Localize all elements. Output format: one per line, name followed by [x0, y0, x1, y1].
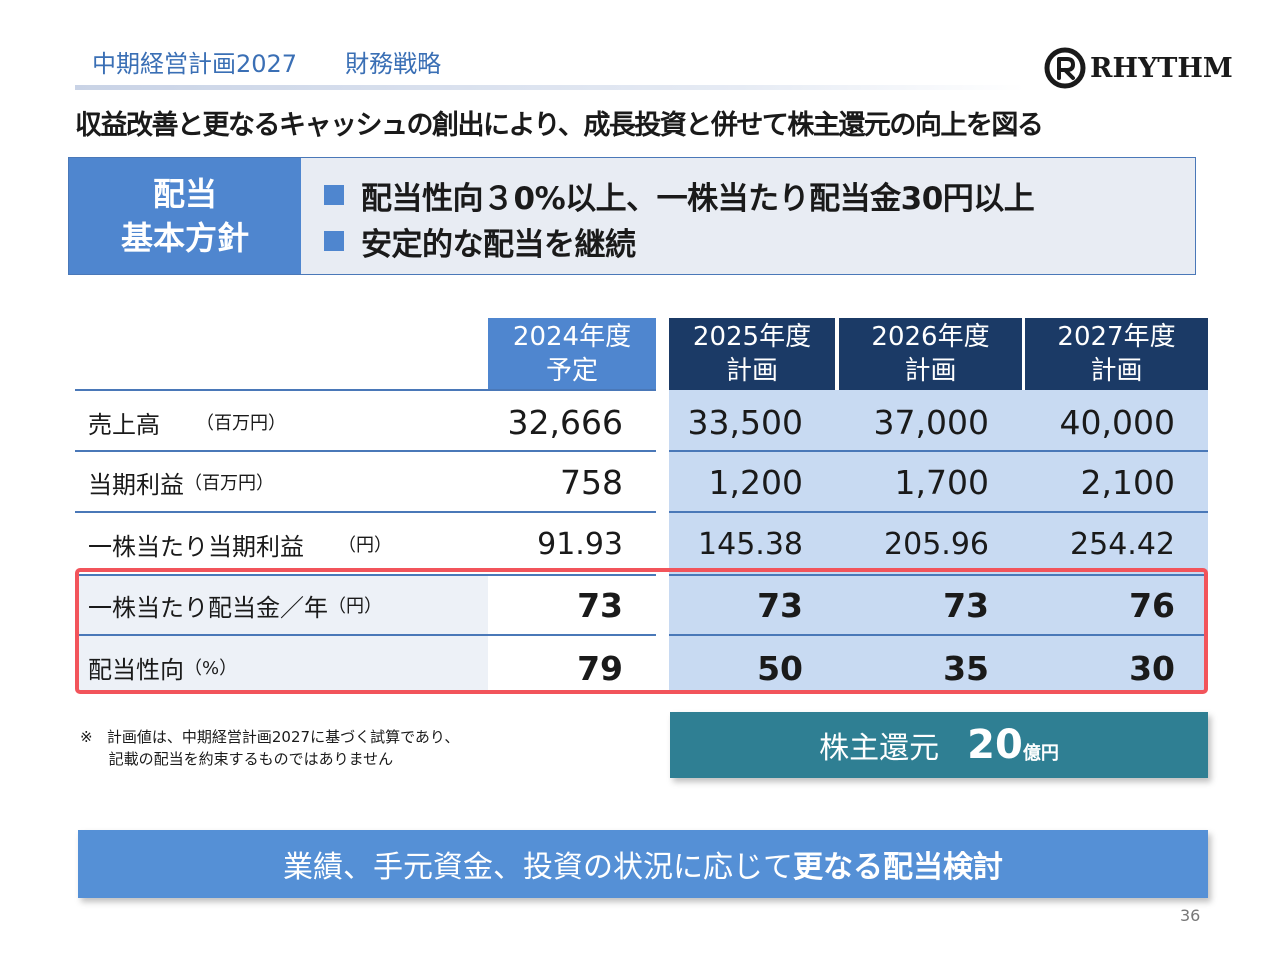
row-divider [75, 389, 656, 391]
policy-item: 安定的な配当を継続 [324, 218, 1034, 264]
table-cell: 37,000 [873, 402, 989, 442]
row-divider [75, 574, 656, 576]
bottom-banner: 業績、手元資金、投資の状況に応じて 更なる配当検討 [78, 830, 1208, 898]
table-cell: 73 [943, 585, 989, 625]
row-unit: （%） [184, 658, 238, 679]
column-year: 2027年度 [1057, 322, 1176, 352]
column-type: 計画 [1090, 356, 1143, 386]
row-label-text: 一株当たり当期利益 [88, 532, 304, 561]
row-shade [79, 636, 488, 690]
return-unit: 億円 [1022, 743, 1059, 764]
row-label-dps: 一株当たり配当金／年 （円） [88, 576, 500, 634]
table-cell: 30 [1129, 648, 1175, 688]
row-label-text: 配当性向 [88, 655, 184, 684]
note-mark: ※ [80, 728, 93, 746]
rhythm-logo-icon [1044, 47, 1086, 89]
slide-header: 中期経営計画2027 財務戦略 [92, 44, 441, 79]
column-header-2025: 2025年度 計画 [669, 318, 835, 390]
return-label: 株主還元 [819, 731, 940, 766]
row-unit: （百万円） [196, 413, 286, 434]
policy-items: 配当性向３0%以上、一株当たり配当金30円以上 安定的な配当を継続 [324, 172, 1035, 264]
row-unit: （円） [338, 535, 392, 556]
plan-columns-background [669, 390, 1208, 690]
column-type: 計画 [904, 356, 957, 386]
table-cell: 50 [757, 648, 803, 688]
table-cell: 73 [577, 585, 623, 625]
table-cell: 1,700 [894, 462, 989, 502]
column-type: 計画 [725, 356, 778, 386]
row-divider [669, 634, 1208, 636]
column-header-2026: 2026年度 計画 [839, 318, 1022, 390]
banner-bold-text: 更なる配当検討 [793, 850, 1003, 885]
table-cell: 1,200 [708, 462, 803, 502]
policy-label-line1: 配当 [152, 175, 217, 213]
table-cell: 145.38 [698, 526, 803, 562]
row-label-eps: 一株当たり当期利益 （円） [88, 514, 500, 574]
row-label-text: 一株当たり配当金／年 [88, 593, 328, 622]
policy-label: 配当 基本方針 [69, 158, 301, 274]
column-type: 予定 [545, 356, 598, 386]
row-label-payout-ratio: 配当性向 （%） [88, 636, 500, 698]
row-divider [75, 634, 656, 636]
row-divider [669, 450, 1208, 452]
row-label-text: 売上高 [88, 410, 160, 439]
column-year: 2025年度 [692, 322, 812, 352]
square-bullet-icon [324, 185, 344, 205]
banner-normal-text: 業績、手元資金、投資の状況に応じて [283, 850, 793, 885]
table-cell: 91.93 [537, 526, 623, 562]
row-divider [669, 574, 1208, 576]
company-logo: RHYTHM [1044, 44, 1244, 92]
table-cell: 33,500 [687, 402, 803, 442]
table-cell: 758 [560, 462, 623, 502]
row-label-net-income: 当期利益 （百万円） [88, 453, 500, 511]
column-header-2024: 2024年度 予定 [488, 318, 656, 390]
row-unit: （円） [328, 596, 382, 617]
header-plan: 中期経営計画2027 [92, 50, 298, 78]
policy-item: 配当性向３0%以上、一株当たり配当金30円以上 [324, 172, 1035, 218]
header-section: 財務戦略 [345, 50, 442, 78]
shareholder-return-box: 株主還元 20 億円 [670, 712, 1208, 778]
row-label-sales: 売上高 （百万円） [88, 393, 500, 451]
dividend-policy-box: 配当 基本方針 配当性向３0%以上、一株当たり配当金30円以上 安定的な配当を継… [68, 157, 1196, 275]
row-divider [75, 511, 656, 513]
policy-item-text: 安定的な配当を継続 [361, 226, 636, 263]
row-divider [669, 511, 1208, 513]
column-year: 2024年度 [512, 322, 632, 352]
page-number: 36 [1180, 906, 1201, 925]
square-bullet-icon [324, 231, 344, 251]
footnote: ※ 計画値は、中期経営計画2027に基づく試算であり、 記載の配当を約束するもの… [80, 726, 459, 770]
table-cell: 73 [757, 585, 803, 625]
table-cell: 2,100 [1080, 462, 1175, 502]
table-cell: 35 [943, 648, 989, 688]
row-shade [79, 576, 488, 634]
row-unit: （百万円） [184, 473, 274, 494]
note-line2: 記載の配当を約束するものではありません [108, 750, 394, 768]
table-cell: 205.96 [884, 526, 989, 562]
column-header-2027: 2027年度 計画 [1025, 318, 1208, 390]
dividend-highlight-frame [75, 568, 1208, 694]
row-label-text: 当期利益 [88, 470, 184, 499]
table-cell: 76 [1129, 585, 1175, 625]
policy-item-text: 配当性向３0%以上、一株当たり配当金30円以上 [361, 180, 1035, 217]
return-value: 20 [967, 722, 1023, 768]
column-year: 2026年度 [871, 322, 990, 352]
table-cell: 254.42 [1070, 526, 1175, 562]
headline: 収益改善と更なるキャッシュの創出により、成長投資と併せて株主還元の向上を図る [75, 110, 1044, 141]
table-cell: 79 [577, 648, 623, 688]
note-line1: 計画値は、中期経営計画2027に基づく試算であり、 [106, 728, 460, 746]
policy-label-line2: 基本方針 [120, 219, 249, 257]
logo-text: RHYTHM [1090, 52, 1233, 84]
table-cell: 40,000 [1059, 402, 1175, 442]
row-divider [75, 450, 656, 452]
table-cell: 32,666 [507, 402, 623, 442]
header-rule [75, 85, 1025, 90]
